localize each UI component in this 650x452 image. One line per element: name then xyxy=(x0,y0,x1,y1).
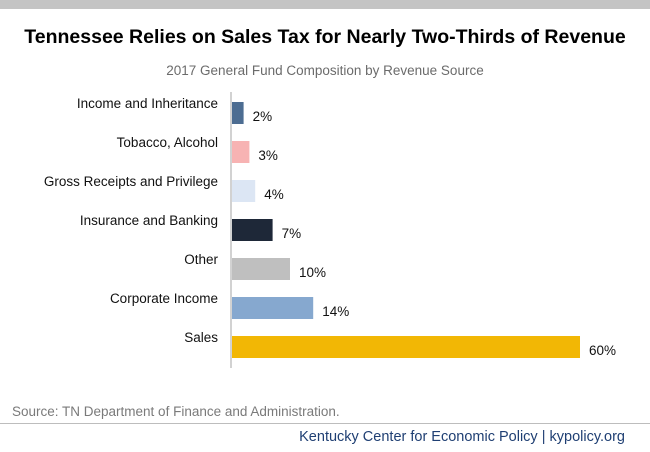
value-label: 3% xyxy=(258,148,278,163)
value-label: 60% xyxy=(589,343,616,358)
category-label: Other xyxy=(184,252,218,267)
value-label: 10% xyxy=(299,265,326,280)
bar-0 xyxy=(232,102,244,124)
value-label: 4% xyxy=(264,187,284,202)
chart-subtitle: 2017 General Fund Composition by Revenue… xyxy=(166,63,484,78)
source-note: Source: TN Department of Finance and Adm… xyxy=(12,404,340,419)
value-label: 7% xyxy=(282,226,302,241)
bar-6 xyxy=(232,336,580,358)
bar-4 xyxy=(232,258,290,280)
category-label: Corporate Income xyxy=(110,291,218,306)
value-label: 2% xyxy=(253,109,273,124)
category-label: Tobacco, Alcohol xyxy=(117,135,218,150)
top-rule xyxy=(0,0,650,9)
category-label: Sales xyxy=(184,330,218,345)
value-label: 14% xyxy=(322,304,349,319)
chart-title: Tennessee Relies on Sales Tax for Nearly… xyxy=(24,26,626,48)
footer-credit: Kentucky Center for Economic Policy | ky… xyxy=(299,429,625,445)
bar-3 xyxy=(232,219,273,241)
bar-1 xyxy=(232,141,250,163)
bottom-rule xyxy=(0,423,650,424)
bar-5 xyxy=(232,297,314,319)
category-label: Income and Inheritance xyxy=(77,96,218,111)
category-label: Gross Receipts and Privilege xyxy=(44,174,218,189)
bar-2 xyxy=(232,180,256,202)
category-label: Insurance and Banking xyxy=(80,213,218,228)
